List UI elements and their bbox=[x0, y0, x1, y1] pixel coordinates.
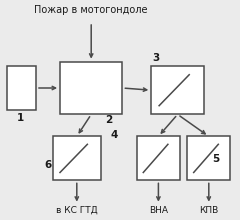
Text: 2: 2 bbox=[106, 115, 113, 125]
Text: ВНА: ВНА bbox=[149, 205, 168, 214]
Bar bbox=[151, 66, 204, 114]
Text: Пожар в мотогондоле: Пожар в мотогондоле bbox=[35, 6, 148, 15]
Text: 5: 5 bbox=[212, 154, 220, 165]
Bar bbox=[137, 136, 180, 180]
Bar bbox=[7, 66, 36, 110]
Text: 3: 3 bbox=[152, 53, 159, 63]
Text: 6: 6 bbox=[44, 160, 52, 170]
Text: КПВ: КПВ bbox=[199, 205, 218, 214]
Bar bbox=[187, 136, 230, 180]
Text: 1: 1 bbox=[17, 113, 24, 123]
Text: 4: 4 bbox=[110, 130, 118, 140]
Bar bbox=[53, 136, 101, 180]
Bar bbox=[60, 62, 122, 114]
Text: в КС ГТД: в КС ГТД bbox=[56, 205, 98, 214]
